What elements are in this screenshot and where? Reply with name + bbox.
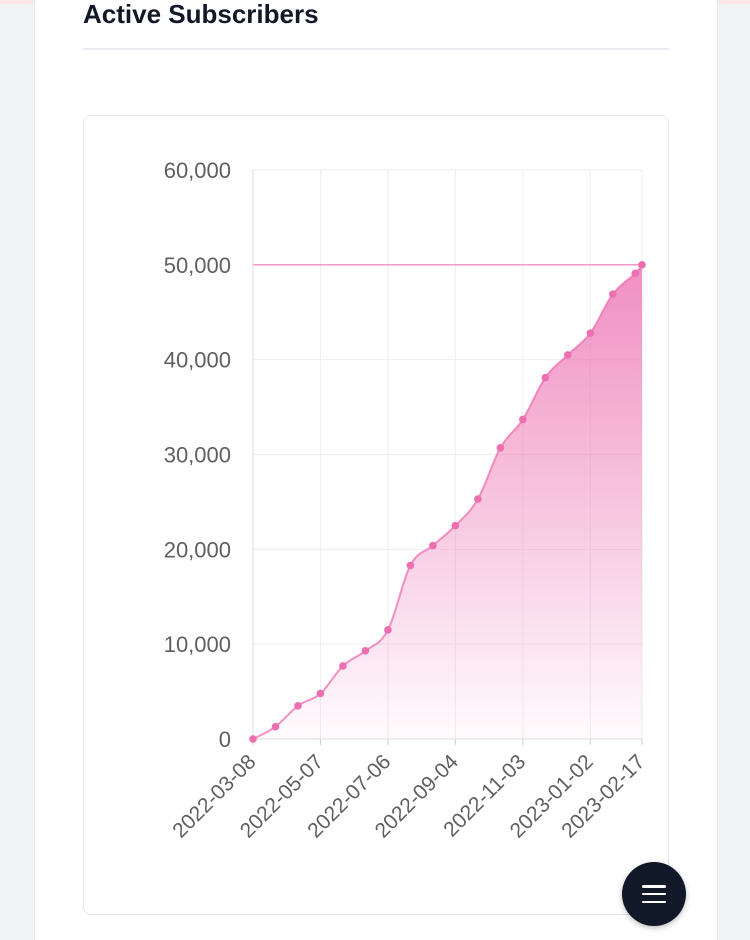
data-point — [316, 689, 325, 698]
data-point — [474, 495, 482, 503]
y-tick-label: 60,000 — [164, 158, 231, 183]
title-divider — [83, 48, 669, 50]
data-point — [384, 626, 392, 634]
data-point — [519, 415, 527, 424]
data-point — [541, 373, 550, 382]
data-point — [496, 444, 505, 452]
y-tick-label: 50,000 — [164, 253, 231, 278]
data-point — [406, 561, 415, 570]
data-point — [249, 735, 257, 743]
data-point — [339, 662, 347, 670]
data-point — [631, 269, 640, 278]
data-point — [563, 351, 572, 359]
page-card: Active Subscribers 0 10,000 20,000 30,000 40… — [34, 0, 718, 940]
y-tick-label: 20,000 — [164, 537, 231, 562]
data-point — [294, 702, 302, 710]
subscribers-area-chart: 010,00020,00030,00040,00050,00060,000202… — [164, 158, 650, 842]
chart-card: 0 10,000 20,000 30,000 40,000 50,000 60,000 202… — [83, 115, 669, 915]
y-tick-label: 40,000 — [164, 348, 231, 373]
y-tick-label: 10,000 — [164, 632, 231, 657]
data-point — [271, 722, 280, 731]
data-point — [429, 541, 437, 550]
section-title: Active Subscribers — [83, 0, 319, 29]
data-point — [638, 261, 646, 269]
series-area-fill — [253, 264, 642, 739]
data-point — [586, 329, 595, 337]
menu-fab-button[interactable] — [622, 862, 686, 926]
y-tick-label: 30,000 — [164, 443, 231, 468]
menu-icon — [642, 885, 666, 903]
y-tick-label: 0 — [219, 727, 231, 752]
data-point — [608, 290, 617, 299]
data-point — [361, 647, 370, 655]
data-point — [451, 521, 460, 530]
